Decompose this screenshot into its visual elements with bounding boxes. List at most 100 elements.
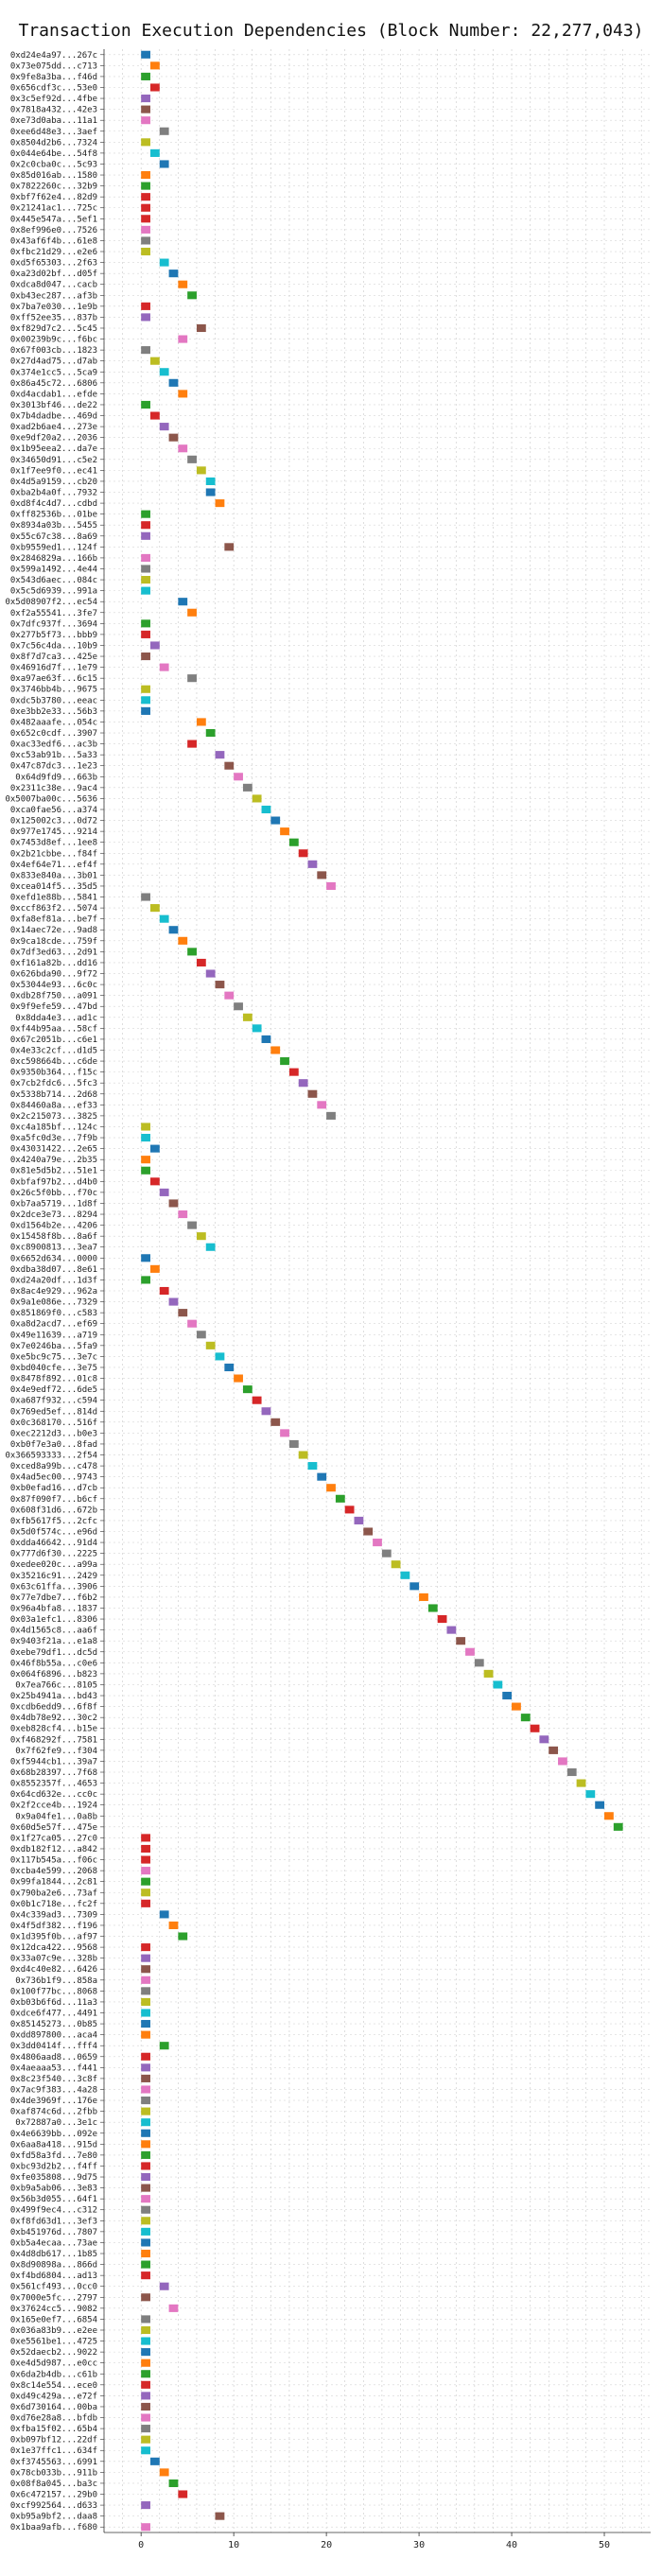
tx-bar: [159, 2468, 169, 2477]
tx-hash-label: 0xcf992564...d633: [10, 2501, 97, 2511]
tx-hash-label: 0xf44b95aa...58cf: [10, 1024, 97, 1034]
tx-hash-label: 0x7cb2fdc6...5fc3: [10, 1079, 97, 1088]
tx-hash-label: 0x64cd632e...cc0c: [10, 1790, 97, 1800]
tx-hash-label: 0xee6d48e3...3aef: [10, 128, 97, 137]
tx-hash-label: 0x12dca422...9568: [10, 1943, 97, 1953]
tx-hash-label: 0xc598664b...c6de: [10, 1057, 97, 1067]
tx-hash-label: 0xf2a55541...3fe7: [10, 609, 97, 618]
tx-bar: [566, 1767, 577, 1777]
tx-hash-label: 0xbfaf97b2...d4b0: [10, 1177, 97, 1187]
tx-bar: [159, 1910, 169, 1919]
tx-hash-label: 0x8f7d7ca3...425e: [10, 653, 97, 662]
tx-bar: [409, 1582, 420, 1591]
tx-hash-label: 0x1d395f0b...af97: [10, 1933, 97, 1942]
tx-bar: [141, 302, 150, 310]
tx-bar: [187, 608, 197, 617]
tx-hash-label: 0xe5561be1...4725: [10, 2338, 97, 2347]
tx-bar: [141, 2380, 150, 2389]
tx-hash-label: 0xedee020c...a99a: [10, 1560, 97, 1570]
tx-hash-label: 0x125002c3...0d72: [10, 817, 97, 827]
tx-bar: [576, 1779, 586, 1787]
tx-bar: [141, 531, 150, 540]
tx-hash-label: 0xf3745563...6991: [10, 2458, 97, 2467]
tx-bar: [178, 936, 188, 945]
tx-bar: [141, 2020, 150, 2028]
tx-bar: [288, 1068, 299, 1076]
tx-bar: [234, 1374, 243, 1383]
tx-hash-label: 0xccf863f2...5074: [10, 904, 97, 914]
tx-bar: [141, 1133, 150, 1142]
tx-hash-label: 0xa5fc0d3e...7f9b: [10, 1134, 97, 1143]
tx-hash-label: 0xd4acdab1...efde: [10, 390, 97, 399]
tx-hash-label: 0x63c61ffa...3906: [10, 1582, 97, 1592]
tx-bar: [141, 576, 150, 584]
tx-hash-label: 0x08f8a045...ba3c: [10, 2480, 97, 2489]
tx-bar: [178, 280, 188, 288]
tx-bar: [141, 1899, 150, 1907]
tx-bar: [159, 160, 169, 168]
tx-bar: [159, 663, 169, 671]
tx-hash-label: 0x34650d91...c5e2: [10, 456, 97, 465]
tx-bar: [141, 1844, 150, 1854]
tx-hash-label: 0x67c2051b...c6e1: [10, 1036, 97, 1045]
tx-hash-label: 0x1f27ca05...27c0: [10, 1834, 97, 1843]
tx-hash-label: 0x21241ac1...725c: [10, 204, 97, 214]
tx-bar: [344, 1506, 355, 1514]
tx-bar: [141, 510, 150, 518]
tx-bar: [159, 1188, 169, 1196]
tx-bar: [520, 1714, 531, 1722]
tx-hash-label: 0x977e1745...9214: [10, 827, 97, 837]
tx-bar: [141, 1867, 150, 1875]
tx-hash-label: 0xa687f932...c594: [10, 1397, 97, 1406]
tx-hash-label: 0xb9559ed1...124f: [10, 543, 97, 552]
tx-hash-label: 0x2311c38e...9ac4: [10, 784, 97, 793]
tx-hash-label: 0x7ac9f383...4a28: [10, 2085, 97, 2095]
tx-hash-label: 0x2846829a...166b: [10, 554, 97, 564]
tx-bar: [141, 2501, 150, 2510]
tx-bar: [224, 543, 235, 551]
tx-hash-label: 0x790ba2e6...73af: [10, 1888, 97, 1898]
tx-bar: [187, 291, 197, 300]
tx-bar: [141, 193, 150, 201]
tx-hash-label: 0xefd1e88b...5841: [10, 894, 97, 903]
tx-bar: [141, 2227, 150, 2236]
tx-bar: [168, 1297, 179, 1306]
tx-hash-label: 0x608f31d6...672b: [10, 1506, 97, 1515]
tx-hash-label: 0xfbc21d29...e2e6: [10, 248, 97, 257]
tx-bar: [270, 1418, 281, 1426]
tx-bar: [141, 2260, 150, 2269]
tx-bar: [326, 1484, 336, 1492]
tx-bar: [141, 2085, 150, 2094]
tx-bar: [474, 1659, 484, 1667]
tx-hash-label: 0x777d6f30...2225: [10, 1550, 97, 1559]
tx-hash-label: 0x8504d2b6...7324: [10, 138, 97, 148]
tx-hash-label: 0xdc5b3780...eeac: [10, 696, 97, 705]
tx-bar: [205, 1341, 216, 1349]
tx-bar: [168, 433, 179, 442]
tx-hash-label: 0x7dfc937f...3694: [10, 619, 97, 629]
tx-hash-label: 0xe3bb2e33...56b3: [10, 707, 97, 717]
tx-bar: [400, 1571, 410, 1579]
tx-bar: [558, 1757, 567, 1766]
tx-hash-label: 0xe9df20a2...2036: [10, 434, 97, 444]
tx-hash-label: 0xbc93d2b2...f4ff: [10, 2162, 97, 2171]
tx-bar: [141, 586, 150, 595]
tx-hash-label: 0x9fe8a3ba...f46d: [10, 73, 97, 82]
tx-bar: [141, 95, 150, 103]
tx-hash-label: 0xb5a4ecaa...73ae: [10, 2238, 97, 2248]
tx-hash-label: 0xd24e4a97...267c: [10, 51, 97, 61]
tx-bar: [141, 2238, 150, 2247]
tx-bar: [141, 2140, 150, 2149]
tx-hash-label: 0xe4d5d987...e0cc: [10, 2359, 97, 2369]
tx-bar: [437, 1614, 447, 1624]
tx-bar: [141, 2358, 150, 2367]
tx-hash-label: 0xb03b6f6d...11a3: [10, 1998, 97, 2008]
tx-bar: [317, 1101, 327, 1109]
tx-bar: [280, 827, 289, 836]
tx-bar: [530, 1724, 540, 1732]
tx-bar: [187, 455, 197, 463]
tx-bar: [141, 2009, 150, 2017]
tx-bar: [141, 182, 150, 190]
tx-hash-label: 0x9a1e086e...7329: [10, 1298, 97, 1308]
tx-hash-label: 0xdd897800...aca4: [10, 2031, 97, 2041]
